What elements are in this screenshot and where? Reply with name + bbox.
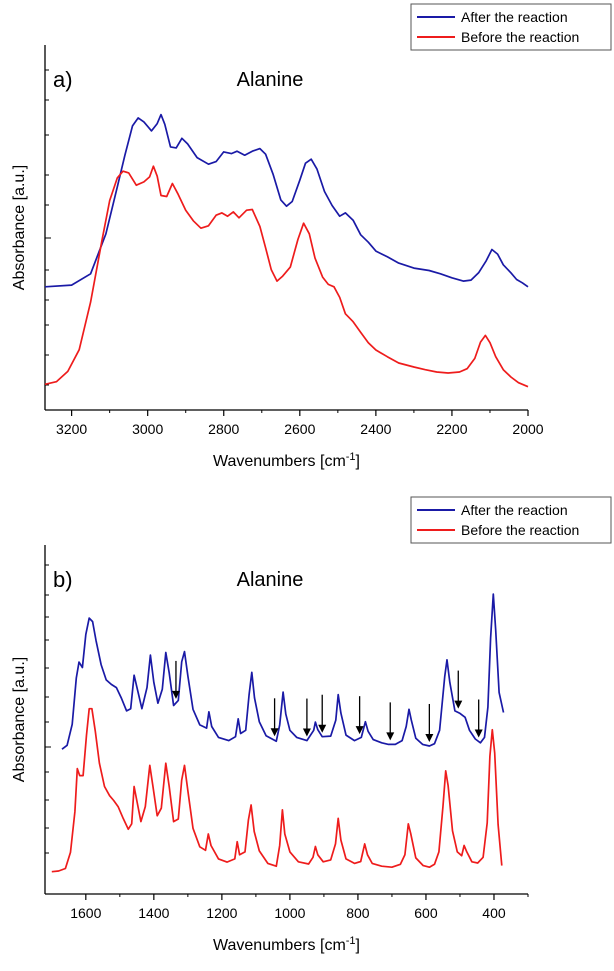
series-line-after-reaction xyxy=(61,593,505,750)
y-axis-title: Absorbance [a.u.] xyxy=(11,165,28,290)
arrow-head xyxy=(425,733,434,742)
x-axis-unit-exponent: -1 xyxy=(346,935,356,947)
x-axis-unit-open: [ xyxy=(316,937,325,954)
legend-label-after: After the reaction xyxy=(461,9,568,25)
x-tick-label: 1200 xyxy=(206,905,237,921)
x-axis-unit-open: [ xyxy=(316,453,325,470)
x-tick-label: 1000 xyxy=(274,905,305,921)
series-line-before-reaction xyxy=(44,165,529,388)
x-axis-unit: cm xyxy=(324,453,345,470)
panel-label: a) xyxy=(53,67,73,92)
chart-panel-b: 1600 1400 1200 1000 800 600 400 Wavenumbers [cm… xyxy=(11,496,612,954)
series-line-before-reaction xyxy=(51,707,503,873)
arrow-head xyxy=(318,724,327,733)
arrow-head xyxy=(355,726,364,735)
chart-title: Alanine xyxy=(237,569,304,591)
x-tick-label: 1600 xyxy=(70,905,101,921)
series-line-after-reaction xyxy=(44,113,529,288)
chart-panel-a: 3200 3000 2800 2600 2400 2200 2000 Wavenumbers … xyxy=(11,3,612,470)
x-axis-title: Wavenumbers [cm-1] xyxy=(213,935,360,954)
arrow-head xyxy=(386,732,395,741)
x-tick-label: 2400 xyxy=(360,421,391,437)
legend: After the reaction Before the reaction xyxy=(410,496,612,544)
x-axis-unit: cm xyxy=(324,937,345,954)
chart-title: Alanine xyxy=(237,69,304,91)
x-tick-label: 2200 xyxy=(436,421,467,437)
x-axis-title-text: Wavenumbers xyxy=(213,453,316,470)
legend-box xyxy=(410,3,612,51)
x-tick-label: 3000 xyxy=(132,421,163,437)
arrow-head xyxy=(454,700,463,709)
legend-label-before: Before the reaction xyxy=(461,522,579,538)
x-tick-label: 3200 xyxy=(56,421,87,437)
x-tick-label: 800 xyxy=(346,905,370,921)
x-axis-unit-close: ] xyxy=(356,453,360,470)
x-tick-label: 2800 xyxy=(208,421,239,437)
legend-box xyxy=(410,496,612,544)
x-tick-label: 2600 xyxy=(284,421,315,437)
arrow-head xyxy=(270,728,279,737)
x-axis-title: Wavenumbers [cm-1] xyxy=(213,451,360,470)
panel-label: b) xyxy=(53,567,73,592)
y-axis-title: Absorbance [a.u.] xyxy=(11,657,28,782)
legend-label-before: Before the reaction xyxy=(461,29,579,45)
x-tick-label: 400 xyxy=(482,905,506,921)
legend-label-after: After the reaction xyxy=(461,502,568,518)
legend: After the reaction Before the reaction xyxy=(410,3,612,51)
x-axis-title-text: Wavenumbers xyxy=(213,937,316,954)
arrow-head xyxy=(171,690,180,699)
x-tick-label: 1400 xyxy=(138,905,169,921)
x-axis-unit-exponent: -1 xyxy=(346,451,356,463)
arrow-head xyxy=(474,729,483,738)
x-axis-unit-close: ] xyxy=(356,937,360,954)
x-tick-label: 2000 xyxy=(512,421,543,437)
arrow-head xyxy=(302,728,311,737)
x-tick-label: 600 xyxy=(414,905,438,921)
